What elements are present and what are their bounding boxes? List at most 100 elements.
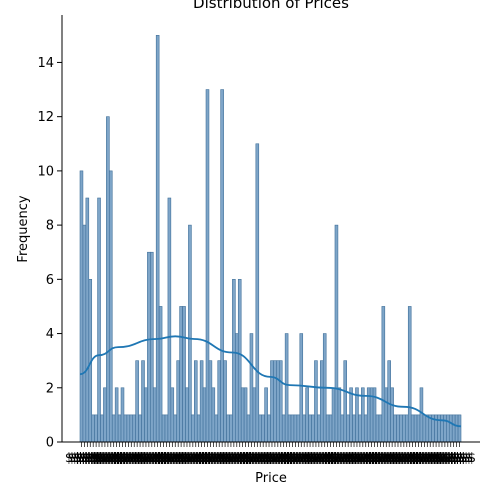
x-tick-label: $$$$ [156,451,189,466]
x-tick-label: $$$$ [176,451,209,466]
x-tick-label: $$$$ [191,451,224,466]
x-tick-label: $$$$ [285,451,318,466]
x-tick-label: $$$$ [261,451,294,466]
x-tick-label: $$$$ [126,451,159,466]
histogram-bar [276,360,280,443]
histogram-bar [296,414,301,443]
histogram-bar [363,414,368,443]
y-axis-label: Frequency [16,195,31,262]
histogram-bar [150,251,154,443]
x-tick-label: $$$$ [317,451,350,466]
histogram-bar [314,360,318,443]
x-tick-label: $$$$ [68,451,101,466]
histogram-bar [451,414,456,443]
histogram-bar [138,414,142,443]
x-tick-label: $$$$ [367,451,400,466]
x-tick-label: $$$$ [147,451,180,466]
histogram-bar [240,387,245,443]
histogram-bar [381,306,386,443]
y-axis-ticks: 0 2 4 6 8 10 12 14 [37,56,62,451]
histogram-bar [188,224,192,443]
histogram-bar [100,414,104,443]
x-tick-label: $$$$ [65,451,98,466]
x-tick-label: $$$$ [138,451,171,466]
x-tick-label: $$$$ [343,451,376,466]
histogram-bar [217,360,221,443]
x-tick-label: $$$$ [203,451,236,466]
histogram-bar [135,360,139,443]
x-tick-label: $$$$ [294,451,327,466]
x-tick-label: $$$$ [408,451,441,466]
x-tick-label: $$$$ [308,451,341,466]
x-tick-label: $$$$ [267,451,300,466]
x-axis-label: Price [255,471,287,486]
x-tick-label: $$$$ [179,451,212,466]
x-tick-label: $$$$ [232,451,265,466]
histogram-bar [109,170,113,443]
x-tick-label: $$$$ [94,451,127,466]
x-tick-label: $$$$ [431,451,464,466]
histogram-bar [103,387,107,443]
histogram-bar [390,387,394,443]
histogram-bar [173,414,178,443]
histogram-bar [185,387,189,443]
histogram-bar [454,414,459,443]
x-tick-label: $$$$ [188,451,221,466]
x-tick-label: $$$$ [376,451,409,466]
x-tick-label: $$$$ [197,451,230,466]
x-tick-label: $$$$ [314,451,347,466]
histogram-bar [375,414,380,443]
x-tick-label: $$$$ [425,451,458,466]
histogram-bar [407,306,412,443]
x-tick-label: $$$$ [355,451,388,466]
histogram-bar [261,414,265,443]
x-tick-label: $$$$ [349,451,382,466]
x-tick-label: $$$$ [85,451,118,466]
histogram-bar [416,414,421,443]
x-tick-label: $$$$ [129,451,162,466]
histogram-bar [457,414,462,443]
histogram-bar [402,414,406,443]
y-tick-label: 6 [46,273,54,288]
histogram-bar [164,414,169,443]
histogram-bar [191,414,195,443]
histogram-bar [378,414,383,443]
x-tick-label: $$$$ [364,451,397,466]
x-tick-label: $$$$ [241,451,274,466]
histogram-bar [311,414,315,443]
y-tick-label: 8 [46,219,54,234]
x-tick-label: $$$$ [255,451,288,466]
histogram-bar [448,414,453,443]
x-tick-label: $$$$ [396,451,429,466]
x-tick-label: $$$$ [437,451,470,466]
x-tick-label: $$$$ [244,451,277,466]
histogram-bar [281,414,286,443]
histogram-bar [226,414,230,443]
x-tick-label: $$$$ [296,451,329,466]
x-tick-label: $$$$ [71,451,104,466]
x-tick-label: $$$$ [434,451,467,466]
x-tick-label: $$$$ [335,451,368,466]
x-tick-label: $$$$ [358,451,391,466]
x-tick-label: $$$$ [91,451,124,466]
x-tick-label: $$$$ [250,451,283,466]
histogram-bar [161,414,166,443]
x-tick-label: $$$$ [103,451,136,466]
x-tick-label: $$$$ [106,451,139,466]
histogram-bar [147,251,151,443]
histogram-bar [141,360,145,443]
x-tick-label: $$$$ [121,451,154,466]
histogram-bar [419,387,424,443]
x-tick-label: $$$$ [118,451,151,466]
histogram-bar [384,387,389,443]
x-tick-label: $$$$ [422,451,455,466]
x-tick-label: $$$$ [361,451,394,466]
histogram-bar [144,387,148,443]
histogram-bar [387,360,391,443]
histogram-bar [106,116,110,443]
histogram-bar [129,414,134,443]
histogram-bar [337,387,342,443]
histogram-bar [229,414,233,443]
x-tick-label: $$$$ [305,451,338,466]
x-tick-label: $$$$ [144,451,177,466]
